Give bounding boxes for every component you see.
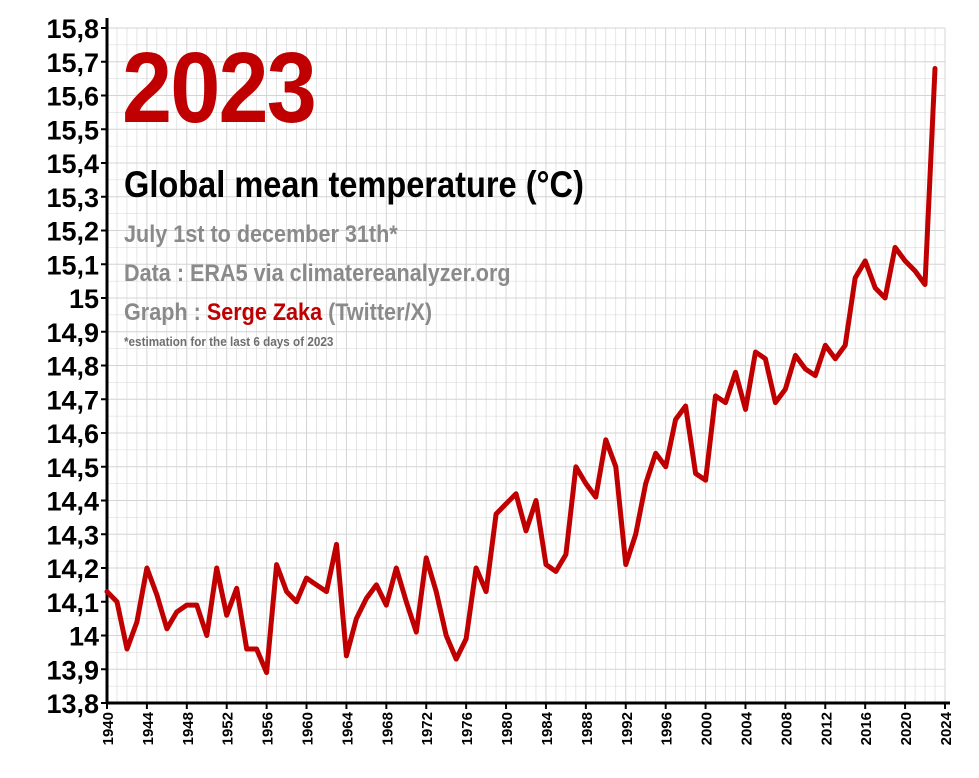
x-tick-label: 1944 [140,711,157,745]
x-tick-label: 2016 [858,712,875,745]
y-tick-labels: 13,813,91414,114,214,314,414,514,614,714… [46,14,99,719]
y-tick-label: 13,9 [46,655,99,685]
x-tick-label: 1984 [539,711,556,745]
data-source: Data : ERA5 via climatereanalyzer.org [124,260,511,287]
x-tick-label: 2024 [938,711,955,745]
x-tick-label: 1952 [220,712,237,745]
x-tick-label: 1976 [459,712,476,745]
y-tick-label: 14,8 [46,352,99,382]
y-tick-label: 14,6 [46,419,99,449]
y-tick-label: 14,1 [46,588,99,618]
y-tick-label: 15,4 [46,149,99,179]
chart-title: Global mean temperature (°C) [124,164,584,205]
author-name: Serge Zaka [206,299,323,326]
graph-credit-suffix: (Twitter/X) [322,299,433,326]
x-tick-label: 2020 [898,712,915,745]
x-tick-label: 1988 [579,712,596,745]
y-tick-label: 15,3 [46,183,99,213]
y-tick-label: 15,1 [46,250,99,280]
y-tick-label: 14,2 [46,554,99,584]
y-tick-label: 14,9 [46,318,99,348]
y-tick-label: 15,5 [46,115,99,145]
x-tick-label: 1964 [339,711,356,745]
graph-credit: Graph : Serge Zaka (Twitter/X) [124,298,432,328]
series-line-global-mean-temperature [104,66,938,676]
y-tick-label: 14,3 [46,520,99,550]
x-tick-label: 1980 [499,712,516,745]
axes [101,18,950,709]
x-tick-label: 1968 [379,712,396,745]
x-tick-label: 2008 [778,712,795,745]
graph-credit-prefix: Graph : [124,299,207,326]
x-tick-label: 2012 [818,712,835,745]
y-tick-label: 14 [69,622,99,652]
x-tick-label: 1992 [619,712,636,745]
x-tick-label: 1940 [100,712,117,745]
y-tick-label: 14,7 [46,385,99,415]
y-tick-label: 15,8 [46,14,99,44]
x-tick-label: 1960 [300,712,317,745]
x-tick-label: 1996 [659,712,676,745]
y-tick-label: 15,2 [46,217,99,247]
x-tick-label: 2000 [699,712,716,745]
x-tick-label: 1956 [260,712,277,745]
footnote: *estimation for the last 6 days of 2023 [124,334,334,349]
x-tick-label: 1972 [419,712,436,745]
y-tick-label: 14,5 [46,453,99,483]
y-tick-label: 14,4 [46,487,99,517]
year-heading: 2023 [122,32,317,144]
x-tick-label: 1948 [180,712,197,745]
y-tick-label: 15,6 [46,82,99,112]
y-tick-label: 13,8 [46,689,99,719]
x-tick-label: 2004 [738,711,755,745]
y-tick-label: 15 [69,284,99,314]
x-tick-labels: 1940 1944 1948 1952 1956 1960 1964 1968 1972 1976… [100,711,955,745]
chart-subtitle: July 1st to december 31th* [124,221,398,248]
y-tick-label: 15,7 [46,48,99,78]
